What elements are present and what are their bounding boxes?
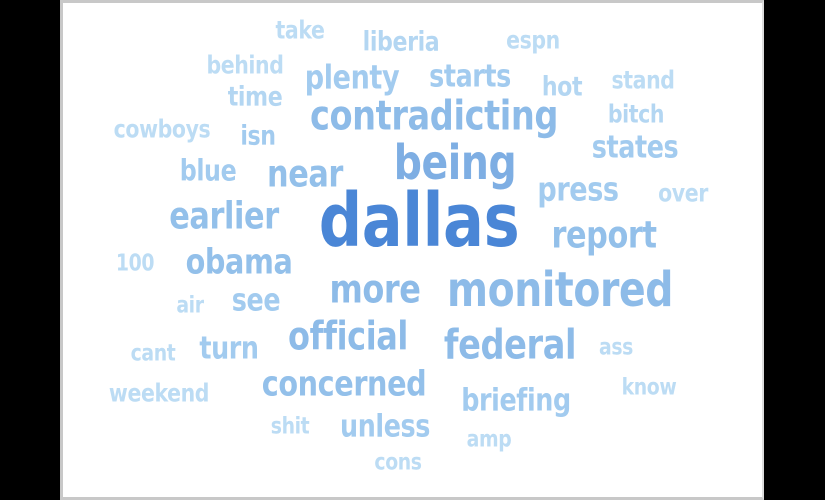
word-cloud-word: press <box>537 169 619 209</box>
word-cloud-word: report <box>551 213 657 257</box>
word-cloud-word: near <box>267 152 343 196</box>
word-cloud-word: amp <box>466 426 512 453</box>
word-cloud-word: monitored <box>446 262 674 318</box>
word-cloud-word: official <box>288 314 408 360</box>
word-cloud-word: cons <box>374 449 422 476</box>
word-cloud-word: earlier <box>169 194 279 238</box>
word-cloud-word: cant <box>130 340 176 367</box>
word-cloud-word: contradicting <box>309 91 559 140</box>
word-cloud-panel: dallas being monitored contradicting federal… <box>60 0 764 500</box>
word-cloud-word: stand <box>611 65 675 95</box>
word-cloud-word: ass <box>599 334 633 361</box>
word-cloud-word: federal <box>443 320 577 369</box>
word-cloud-word: blue <box>179 153 237 188</box>
word-cloud-word: states <box>591 129 679 166</box>
word-cloud-word: briefing <box>461 382 571 419</box>
word-cloud-word: take <box>275 15 325 45</box>
word-cloud-word: hot <box>541 71 583 103</box>
word-cloud-word: unless <box>340 408 430 445</box>
word-cloud-word: cowboys <box>113 114 211 144</box>
word-cloud-word: know <box>621 374 677 401</box>
word-cloud-word: being <box>393 135 517 191</box>
word-cloud-word: 100 <box>115 250 155 277</box>
word-cloud-word: starts <box>429 58 511 95</box>
word-cloud-word: shit <box>270 413 310 440</box>
word-cloud-word: see <box>231 282 281 319</box>
word-cloud-word: time <box>227 81 283 113</box>
word-cloud-word: obama <box>185 242 293 283</box>
word-cloud-word: air <box>176 292 204 319</box>
word-cloud-word: more <box>329 267 421 313</box>
word-cloud-word: over <box>658 178 708 208</box>
word-cloud-word: plenty <box>304 57 400 97</box>
word-cloud-word: weekend <box>108 378 210 408</box>
word-cloud-word: bitch <box>607 99 665 129</box>
word-cloud-word: behind <box>206 50 284 80</box>
word-cloud-word: turn <box>199 330 259 367</box>
word-cloud-word: liberia <box>362 26 440 58</box>
word-cloud-word: dallas <box>318 178 520 264</box>
word-cloud-word: concerned <box>261 364 427 405</box>
word-cloud-word: isn <box>240 120 276 152</box>
word-cloud-word: espn <box>506 25 560 55</box>
